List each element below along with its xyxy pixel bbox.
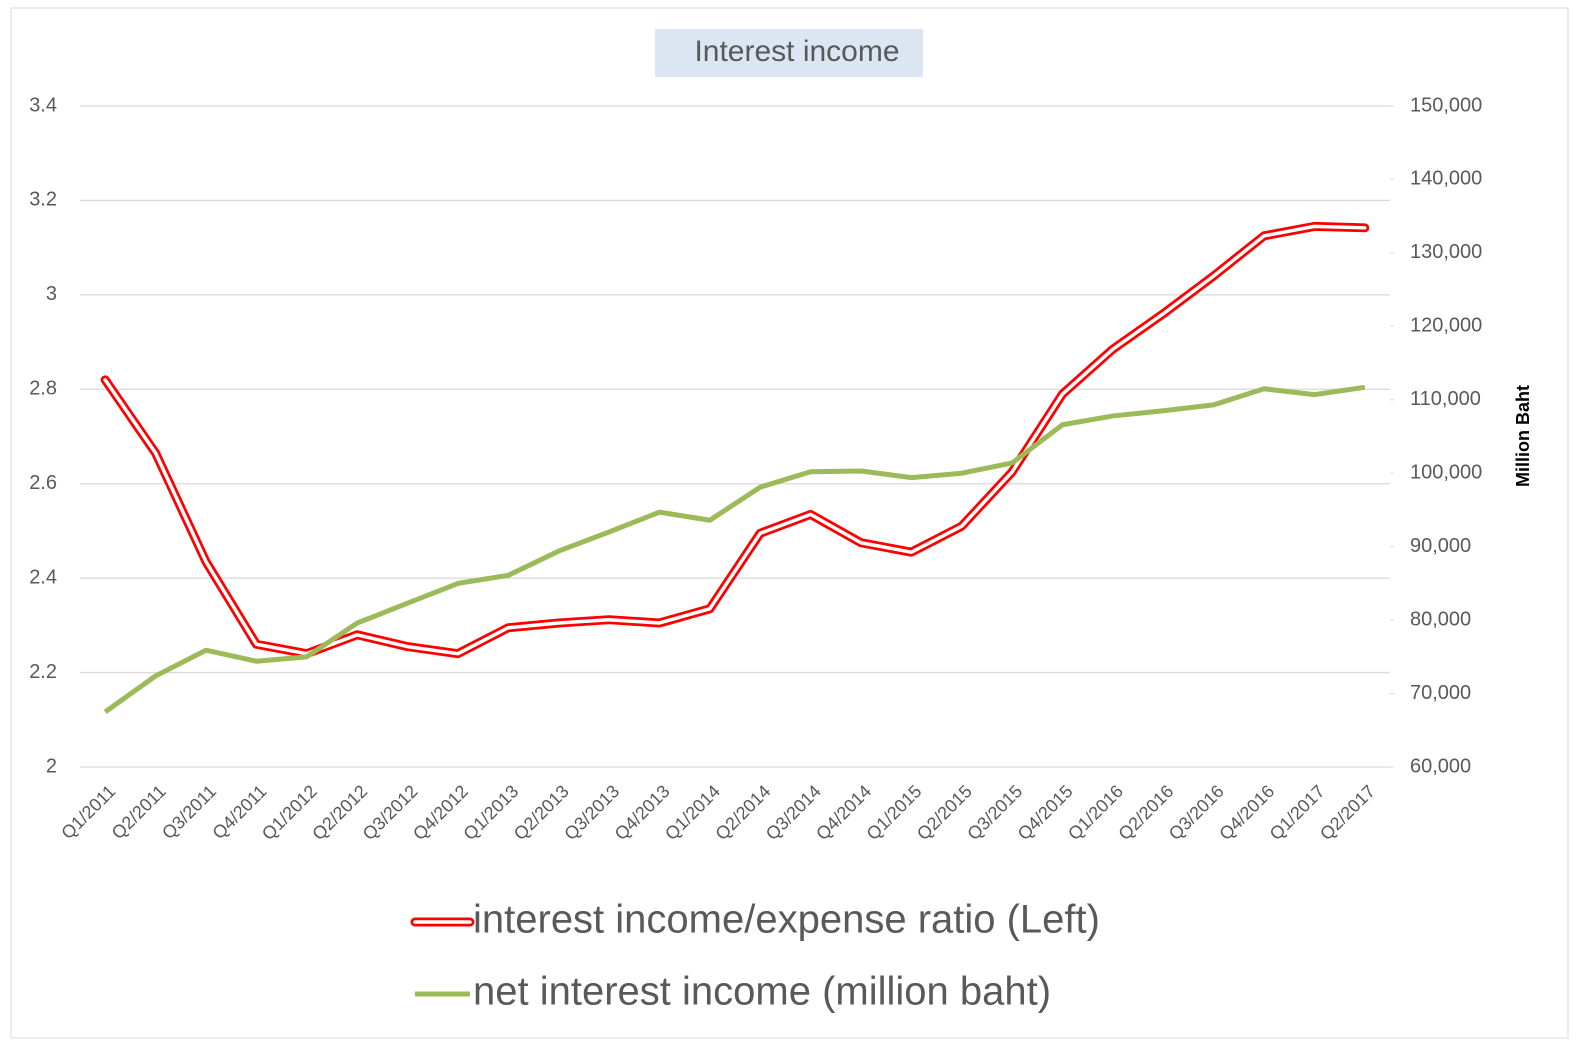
y-tick-label: 2.8 <box>29 378 57 400</box>
y2-tick-label: 70,000 <box>1410 682 1471 704</box>
legend-label: interest income/expense ratio (Left) <box>473 898 1100 942</box>
y2-tick-label: 80,000 <box>1410 608 1471 630</box>
y2-tick-label: 100,000 <box>1410 462 1482 484</box>
y-tick-label: 3.2 <box>29 189 57 211</box>
y2-tick-label: 110,000 <box>1410 388 1481 410</box>
y-tick-label: 2.2 <box>29 661 57 683</box>
title-box <box>655 29 923 77</box>
y-tick-label: 2.4 <box>29 566 57 588</box>
y2-tick-label: 140,000 <box>1410 168 1482 190</box>
y-tick-label: 3.4 <box>29 94 57 116</box>
legend-label: net interest income (million baht) <box>473 970 1051 1014</box>
y2-tick-label: 130,000 <box>1410 241 1482 263</box>
y2-tick-label: 90,000 <box>1410 535 1471 557</box>
y2-axis-label: Million Baht <box>1513 385 1533 487</box>
y-tick-label: 3 <box>46 283 57 305</box>
chart-title: Interest income <box>694 35 899 68</box>
y2-tick-label: 120,000 <box>1410 315 1482 337</box>
y2-tick-label: 150,000 <box>1410 94 1482 116</box>
y-tick-label: 2 <box>46 755 57 777</box>
y-tick-label: 2.6 <box>29 472 57 494</box>
y2-tick-label: 60,000 <box>1410 755 1471 777</box>
line <box>103 384 1366 714</box>
